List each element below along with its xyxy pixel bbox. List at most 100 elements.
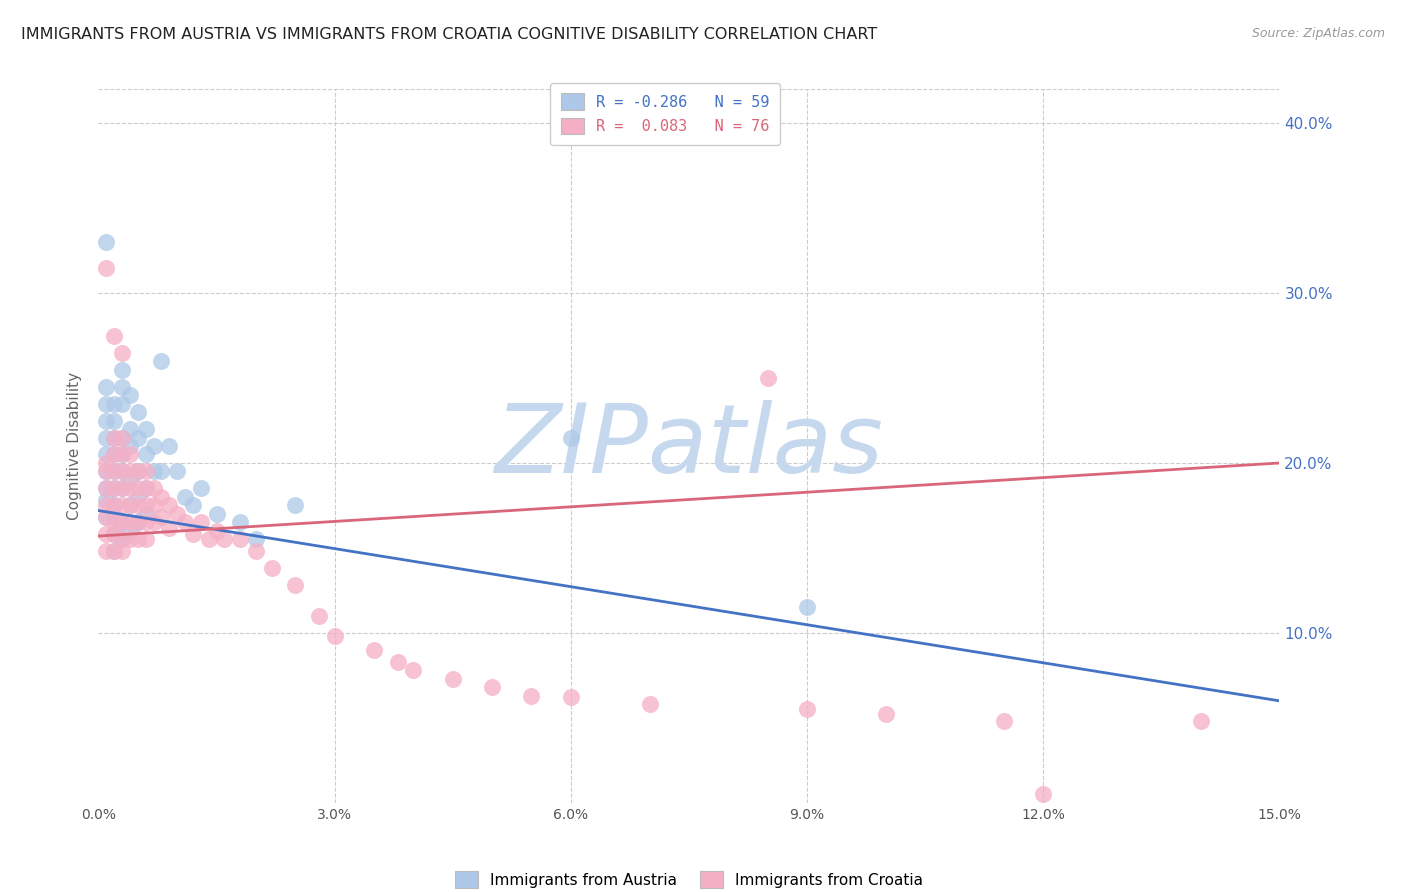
Point (103, 465, 125, 479)
Point (111, 465, 134, 479)
Point (103, 430, 125, 444)
Point (96, 379, 118, 393)
Point (142, 439, 165, 453)
Point (111, 516, 134, 530)
Point (96, 260, 118, 275)
Point (118, 516, 141, 530)
Text: Source: ZipAtlas.com: Source: ZipAtlas.com (1251, 27, 1385, 40)
Point (111, 499, 134, 513)
Point (190, 516, 212, 530)
Point (150, 354, 173, 368)
Point (150, 510, 173, 524)
Point (1032, 787, 1054, 801)
Point (135, 482, 157, 496)
Point (245, 533, 267, 547)
Point (96, 544, 118, 558)
Point (103, 482, 125, 496)
Point (166, 507, 188, 521)
Point (135, 507, 157, 521)
Point (103, 527, 125, 541)
Point (96, 413, 118, 427)
Point (118, 499, 141, 513)
Legend: Immigrants from Austria, Immigrants from Croatia: Immigrants from Austria, Immigrants from… (444, 861, 934, 892)
Point (150, 490, 173, 504)
Point (118, 533, 141, 547)
Point (127, 490, 149, 504)
Point (103, 510, 125, 524)
Point (181, 499, 204, 513)
Point (560, 690, 582, 705)
Point (96, 448, 118, 462)
Point (260, 561, 283, 575)
Point (363, 643, 385, 657)
Point (118, 524, 141, 538)
Point (118, 439, 141, 453)
Point (111, 516, 134, 530)
Point (111, 430, 134, 444)
Point (118, 388, 141, 402)
Point (1189, 714, 1212, 729)
Point (96, 499, 118, 513)
Point (111, 396, 134, 410)
Point (96, 510, 118, 524)
Point (103, 544, 125, 558)
Point (638, 698, 661, 712)
Point (127, 516, 149, 530)
Point (103, 413, 125, 427)
Point (520, 689, 543, 703)
Point (103, 396, 125, 410)
Point (157, 499, 180, 513)
Text: IMMIGRANTS FROM AUSTRIA VS IMMIGRANTS FROM CROATIA COGNITIVE DISABILITY CORRELAT: IMMIGRANTS FROM AUSTRIA VS IMMIGRANTS FR… (21, 27, 877, 42)
Point (111, 430, 134, 444)
Point (205, 524, 228, 538)
Point (127, 499, 149, 513)
Point (560, 430, 582, 444)
Point (96, 482, 118, 496)
Point (127, 482, 149, 496)
Point (111, 345, 134, 359)
Point (111, 533, 134, 547)
Point (103, 328, 125, 343)
Point (135, 465, 157, 479)
Point (402, 663, 425, 677)
Point (284, 578, 307, 592)
Y-axis label: Cognitive Disability: Cognitive Disability (67, 372, 83, 520)
Point (103, 499, 125, 513)
Point (103, 448, 125, 462)
Point (96, 482, 118, 496)
Point (135, 422, 157, 436)
Point (284, 499, 307, 513)
Point (174, 516, 197, 530)
Point (96, 430, 118, 444)
Point (229, 533, 252, 547)
Point (118, 482, 141, 496)
Point (96, 465, 118, 479)
Text: ZIPatlas: ZIPatlas (495, 400, 883, 492)
Point (197, 533, 219, 547)
Point (181, 527, 204, 541)
Point (142, 465, 165, 479)
Point (96, 396, 118, 410)
Point (135, 448, 157, 462)
Point (190, 482, 212, 496)
Point (118, 499, 141, 513)
Point (127, 465, 149, 479)
Point (245, 544, 267, 558)
Point (118, 465, 141, 479)
Point (142, 499, 165, 513)
Point (111, 482, 134, 496)
Point (481, 680, 503, 694)
Point (323, 629, 346, 643)
Point (127, 516, 149, 530)
Point (111, 533, 134, 547)
Point (127, 430, 149, 444)
Point (96, 456, 118, 470)
Point (96, 527, 118, 541)
Point (111, 448, 134, 462)
Point (103, 430, 125, 444)
Point (111, 448, 134, 462)
Point (118, 473, 141, 487)
Point (103, 448, 125, 462)
Point (103, 465, 125, 479)
Point (441, 672, 464, 686)
